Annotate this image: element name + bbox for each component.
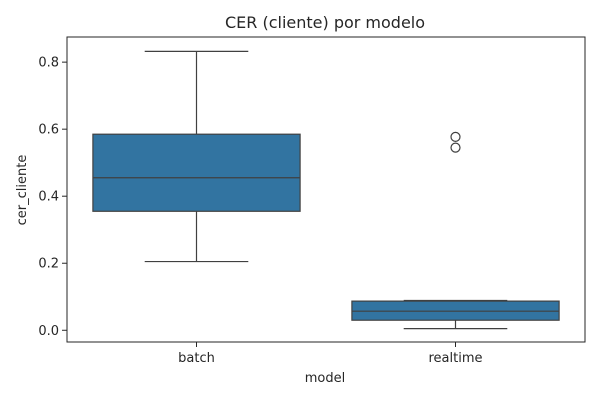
plot-area (92, 50, 560, 330)
plot-frame (66, 36, 586, 343)
x-tick-label: realtime (428, 351, 482, 366)
box-batch (92, 50, 301, 263)
y-tick-label: 0.8 (38, 56, 59, 71)
outlier-point (450, 142, 461, 153)
y-tick-label: 0.0 (38, 324, 59, 339)
chart-title: CER (cliente) por modelo (225, 13, 425, 32)
iqr-box (92, 133, 301, 212)
x-tick-label: batch (178, 351, 215, 366)
x-axis-title: model (305, 371, 345, 386)
outlier-point (450, 131, 461, 142)
box-realtime (351, 131, 560, 330)
y-axis-title: cer_cliente (15, 155, 30, 226)
y-tick-label: 0.2 (38, 257, 59, 272)
y-tick-label: 0.4 (38, 190, 59, 205)
y-tick-label: 0.6 (38, 123, 59, 138)
